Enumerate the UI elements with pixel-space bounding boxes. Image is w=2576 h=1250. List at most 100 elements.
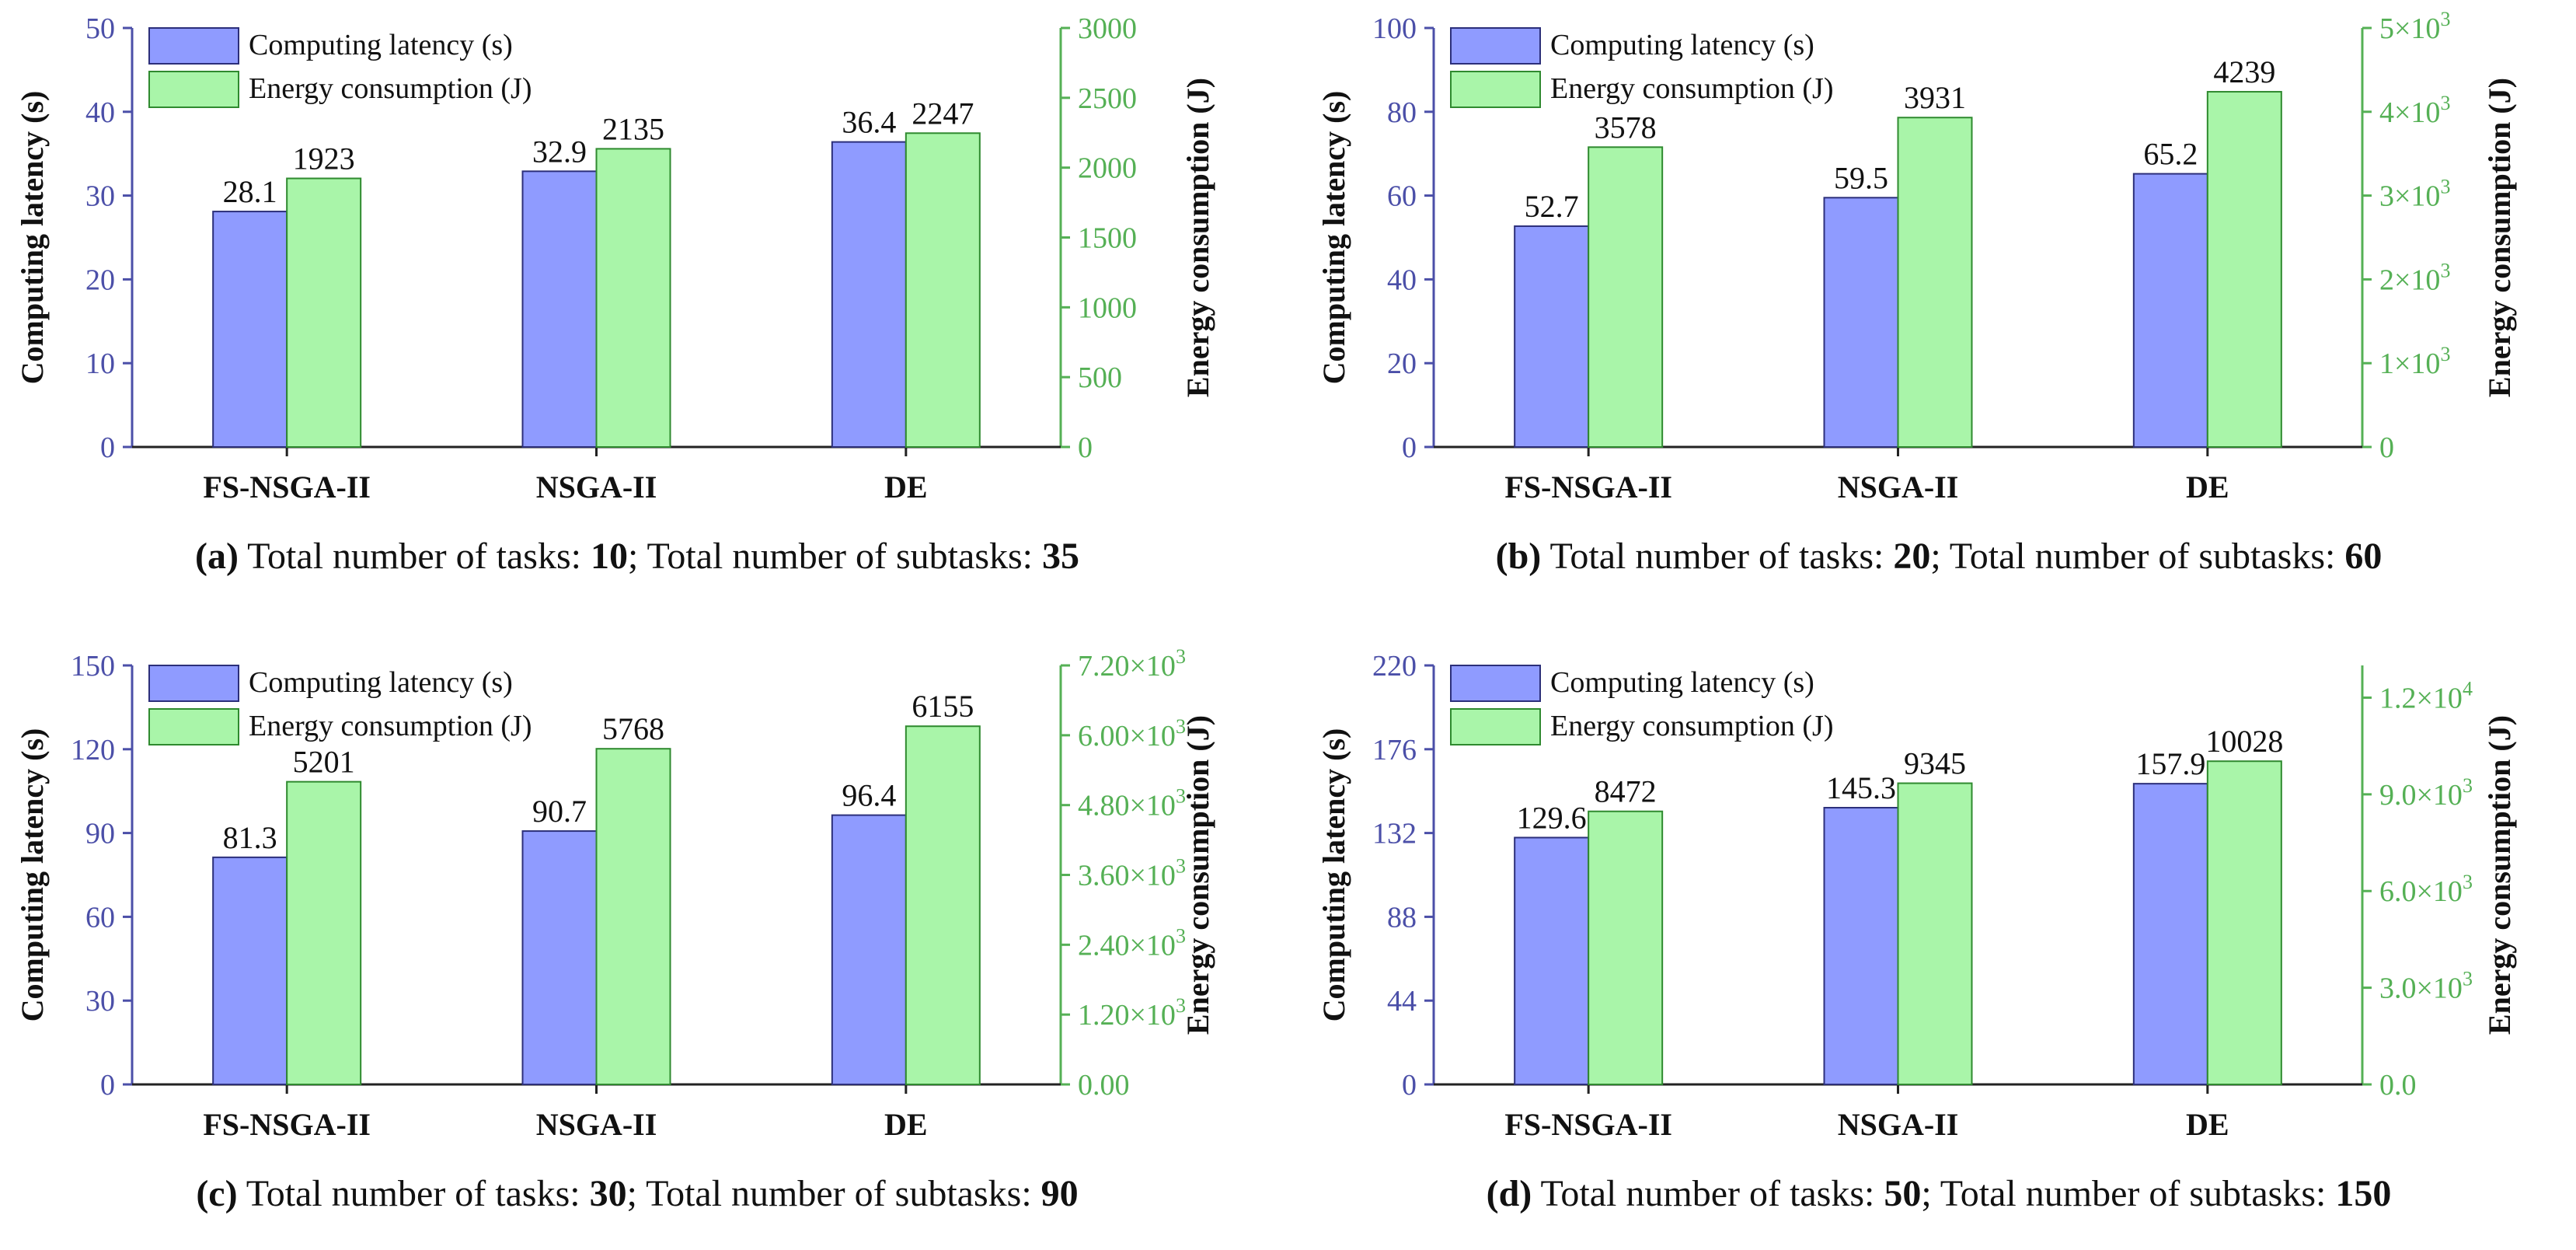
right-tick-label: 2×103 xyxy=(2379,259,2450,296)
energy-bar xyxy=(2206,760,2282,1085)
right-tick-label: 1500 xyxy=(1078,222,1137,255)
right-tick-label: 0 xyxy=(1078,431,1093,464)
caption-tasks-count: 10 xyxy=(590,536,628,577)
x-tick-label: DE xyxy=(884,470,928,505)
left-tick-label: 50 xyxy=(85,12,115,45)
latency-value-label: 81.3 xyxy=(223,820,277,855)
energy-value-label: 9345 xyxy=(1904,746,1966,781)
latency-value-label: 96.4 xyxy=(842,778,896,813)
bar-chart-b: 0 20 40 60 80 100 0 1×103 2×103 3×103 4×103 5×103 Co… xyxy=(1316,8,2517,505)
legend-label-energy: Energy consumption (J) xyxy=(249,710,532,742)
left-axis-title: Computing latency (s) xyxy=(1316,91,1351,385)
right-axis-title: Energy consumption (J) xyxy=(1180,715,1215,1035)
legend-swatch-latency xyxy=(1450,27,1541,65)
right-tick-label: 2.40×103 xyxy=(1078,924,1186,962)
right-tick-label: 9.0×103 xyxy=(2379,774,2473,812)
left-tick-label: 30 xyxy=(85,985,115,1018)
caption-text: ; Total number of subtasks: xyxy=(627,536,1043,577)
left-axis-title: Computing latency (s) xyxy=(15,91,50,385)
latency-value-label: 129.6 xyxy=(1517,800,1587,835)
caption-label: (d) xyxy=(1486,1173,1532,1214)
x-tick-label: NSGA-II xyxy=(1838,1107,1959,1142)
latency-value-label: 65.2 xyxy=(2143,137,2198,172)
caption-label: (b) xyxy=(1495,536,1542,577)
x-tick-label: DE xyxy=(2186,470,2229,505)
energy-value-label: 2135 xyxy=(602,111,664,146)
x-tick-label: DE xyxy=(884,1107,928,1142)
right-tick-label: 6.0×103 xyxy=(2379,871,2473,908)
chart-panel-a: 0 10 20 30 40 50 0 500 1000 1500 2000 2500 3000 Compu… xyxy=(0,0,1274,613)
caption-text: ; Total number of subtasks: xyxy=(1930,536,2345,577)
right-tick-label: 4×103 xyxy=(2379,92,2450,129)
energy-bar xyxy=(1588,810,1664,1085)
energy-value-label: 3931 xyxy=(1904,80,1966,115)
latency-value-label: 28.1 xyxy=(223,174,277,209)
caption-text: Total number of tasks: xyxy=(1549,536,1894,577)
x-tick-label: NSGA-II xyxy=(536,470,657,505)
latency-value-label: 90.7 xyxy=(532,794,587,829)
left-tick-label: 60 xyxy=(1387,180,1417,213)
right-tick-label: 0 xyxy=(2379,431,2394,464)
legend-label-latency: Computing latency (s) xyxy=(249,29,513,61)
x-tick-label: NSGA-II xyxy=(536,1107,657,1142)
legend-swatch-energy xyxy=(148,71,239,108)
right-tick-label: 1.20×103 xyxy=(1078,994,1186,1032)
right-tick-label: 4.80×103 xyxy=(1078,785,1186,822)
left-tick-label: 20 xyxy=(85,264,115,296)
right-axis-title: Energy consumption (J) xyxy=(1180,78,1215,397)
right-axis-title: Energy consumption (J) xyxy=(2482,78,2517,397)
right-tick-label: 2500 xyxy=(1078,82,1137,115)
left-tick-label: 20 xyxy=(1387,347,1417,380)
left-tick-label: 40 xyxy=(85,96,115,129)
legend-swatch-energy xyxy=(148,708,239,745)
legend-swatch-latency xyxy=(1450,665,1541,702)
caption-a: (a) Total number of tasks: 10; Total num… xyxy=(0,535,1274,578)
right-tick-label: 3.0×103 xyxy=(2379,968,2473,1005)
caption-d: (d) Total number of tasks: 50; Total num… xyxy=(1302,1172,2576,1215)
bar-chart-c: 0 30 60 90 120 150 0.00 1.20×103 2.40×103 3.60×10… xyxy=(15,645,1215,1142)
latency-value-label: 145.3 xyxy=(1826,770,1896,805)
energy-bar xyxy=(595,148,671,449)
x-tick-label: FS-NSGA-II xyxy=(1504,1107,1672,1142)
x-tick-label: FS-NSGA-II xyxy=(1504,470,1672,505)
latency-bar xyxy=(1823,807,1899,1085)
right-tick-label: 6.00×103 xyxy=(1078,715,1186,752)
energy-bar xyxy=(286,780,362,1085)
energy-value-label: 3578 xyxy=(1595,110,1657,145)
caption-b: (b) Total number of tasks: 20; Total num… xyxy=(1302,535,2576,578)
energy-bar xyxy=(595,748,671,1085)
right-tick-label: 2000 xyxy=(1078,152,1137,185)
latency-value-label: 157.9 xyxy=(2135,746,2205,781)
caption-tasks-count: 30 xyxy=(589,1173,627,1214)
right-tick-label: 3×103 xyxy=(2379,176,2450,213)
latency-bar xyxy=(1514,836,1590,1085)
right-tick-label: 5×103 xyxy=(2379,8,2450,45)
latency-value-label: 59.5 xyxy=(1834,160,1888,195)
right-tick-label: 1×103 xyxy=(2379,343,2450,380)
x-tick-label: NSGA-II xyxy=(1838,470,1959,505)
caption-tasks-count: 20 xyxy=(1893,536,1931,577)
right-tick-label: 1000 xyxy=(1078,292,1137,324)
energy-value-label: 2247 xyxy=(912,96,974,131)
energy-value-label: 10028 xyxy=(2205,724,2283,759)
left-tick-label: 30 xyxy=(85,180,115,213)
legend-label-latency: Computing latency (s) xyxy=(1550,666,1814,699)
legend-swatch-latency xyxy=(148,665,239,702)
left-tick-label: 90 xyxy=(85,818,115,850)
latency-bar xyxy=(831,814,907,1085)
x-tick-label: FS-NSGA-II xyxy=(203,470,371,505)
left-tick-label: 176 xyxy=(1372,734,1417,766)
caption-subtasks-count: 35 xyxy=(1042,536,1080,577)
energy-bar xyxy=(286,177,362,448)
energy-value-label: 6155 xyxy=(912,689,974,724)
left-axis-title: Computing latency (s) xyxy=(15,728,50,1022)
legend-label-energy: Energy consumption (J) xyxy=(249,72,532,105)
bar-chart-a: 01020304050050010001500200025003000Compu… xyxy=(15,12,1215,505)
legend-label-energy: Energy consumption (J) xyxy=(1550,72,1833,105)
right-axis-title: Energy consumption (J) xyxy=(2482,715,2517,1035)
left-tick-label: 88 xyxy=(1387,901,1417,934)
bar-chart-d: 0 44 88 132 176 220 0.0 3.0×103 6.0×103 9.0×103 1.… xyxy=(1316,650,2517,1142)
caption-text: ; Total number of subtasks: xyxy=(626,1173,1041,1214)
caption-text: ; Total number of subtasks: xyxy=(1921,1173,2336,1214)
latency-value-label: 32.9 xyxy=(532,134,587,169)
